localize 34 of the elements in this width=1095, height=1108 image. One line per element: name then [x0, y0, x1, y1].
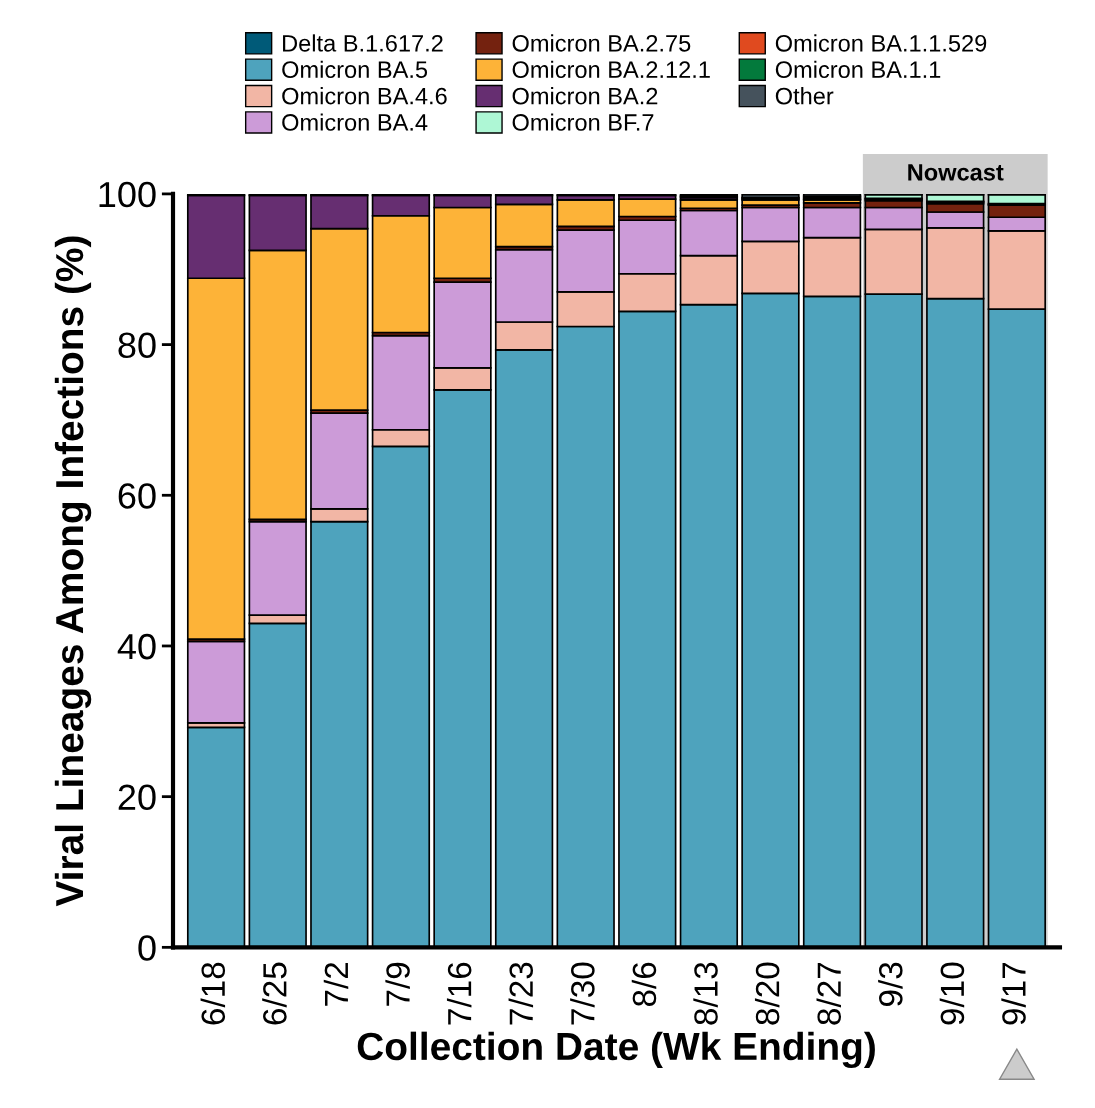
legend-label: Omicron BA.4 — [282, 113, 428, 131]
y-tick-label: 40 — [117, 633, 156, 660]
x-tick-label: 6/18 — [200, 962, 226, 1025]
y-tick-label: 100 — [99, 181, 156, 208]
x-tick-label: 9/3 — [878, 962, 903, 1006]
legend-label: Omicron BF.7 — [512, 113, 654, 131]
x-tick-label: 8/13 — [693, 962, 718, 1025]
x-tick-label: 7/30 — [570, 962, 595, 1025]
y-tick-label: 60 — [118, 483, 156, 509]
legend-label: Delta B.1.617.2 — [283, 34, 443, 52]
x-tick-label: 8/27 — [816, 962, 842, 1025]
x-tick-label: 9/10 — [939, 962, 965, 1025]
x-tick-label: 6/25 — [262, 962, 287, 1025]
legend-label: Omicron BA.5 — [282, 60, 428, 79]
y-axis-title: Viral Lineages Among Infections (%) — [54, 236, 92, 907]
x-tick-label: 9/17 — [1001, 962, 1026, 1025]
band-label: Nowcast — [908, 164, 1004, 181]
legend-label: Other — [775, 87, 834, 105]
legend-label: Omicron BA.4.6 — [282, 87, 447, 105]
x-tick-label: 7/2 — [323, 962, 349, 1006]
legend-label: Omicron BA.2 — [512, 87, 658, 105]
legend-label: Omicron BA.2.75 — [512, 34, 691, 52]
y-tick-label: 80 — [118, 332, 156, 359]
x-tick-label: 7/9 — [385, 962, 410, 1006]
x-tick-label: 8/6 — [631, 962, 657, 1007]
y-tick-label: 20 — [118, 784, 156, 811]
legend-label: Omicron BA.1.1.529 — [775, 34, 987, 52]
x-tick-label: 7/23 — [508, 962, 534, 1025]
y-tick-label: 0 — [138, 935, 156, 961]
x-axis-title: Collection Date (Wk Ending) — [357, 1031, 875, 1069]
legend-label: Omicron BA.1.1 — [775, 60, 941, 79]
x-tick-label: 8/20 — [754, 962, 780, 1025]
x-tick-label: 7/16 — [446, 962, 472, 1025]
legend-label: Omicron BA.2.12.1 — [512, 60, 710, 79]
